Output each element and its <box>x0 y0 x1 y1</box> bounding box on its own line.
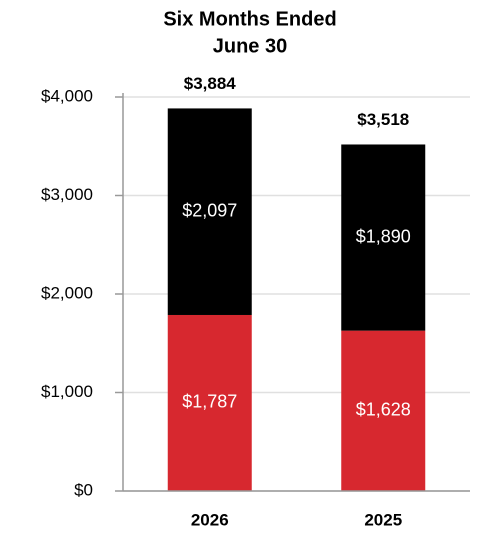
y-tick-label: $2,000 <box>41 283 93 302</box>
chart-title: June 30 <box>213 35 287 57</box>
chart-title: Six Months Ended <box>163 8 336 30</box>
bar-segment <box>341 144 426 331</box>
value-label: $1,787 <box>182 392 237 412</box>
bar-segment <box>167 314 252 491</box>
bar-segment <box>167 108 252 315</box>
total-label: $3,518 <box>357 110 409 129</box>
bar-segment <box>341 330 426 491</box>
y-tick-label: $4,000 <box>41 86 93 105</box>
value-label: $1,890 <box>356 226 411 246</box>
x-tick-label: 2026 <box>191 510 229 529</box>
value-label: $1,628 <box>356 400 411 420</box>
x-tick-label: 2025 <box>364 510 402 529</box>
total-label: $3,884 <box>184 74 237 93</box>
y-tick-label: $0 <box>74 480 93 499</box>
y-tick-label: $3,000 <box>41 185 93 204</box>
value-label: $2,097 <box>182 200 237 220</box>
y-tick-label: $1,000 <box>41 382 93 401</box>
